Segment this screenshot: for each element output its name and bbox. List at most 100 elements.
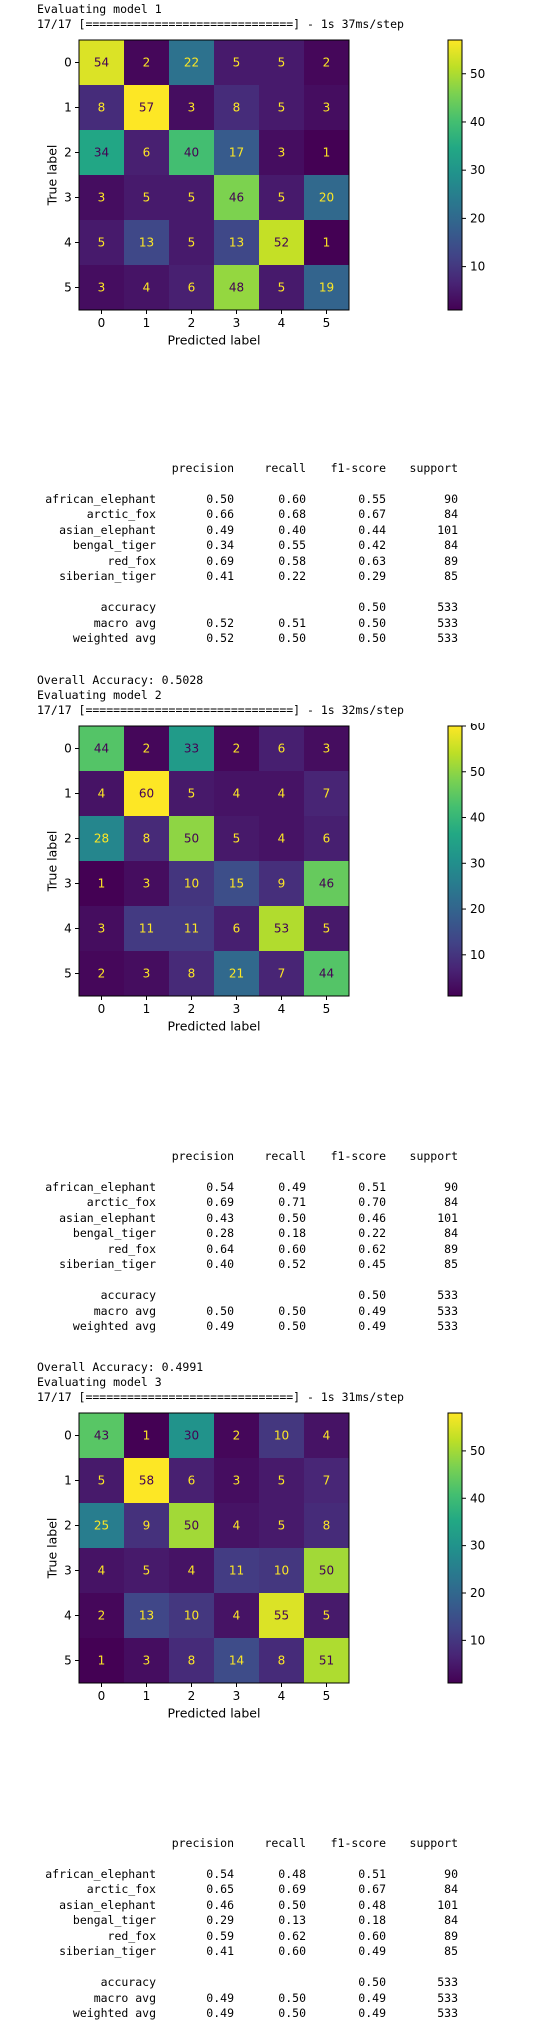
recall-value: 0.60 <box>278 491 306 506</box>
y-tick-label: 1 <box>64 787 72 801</box>
matrix-cell <box>169 861 214 906</box>
cell-value: 40 <box>184 146 199 160</box>
precision-value: 0.28 <box>206 1226 234 1241</box>
precision-value: 0.41 <box>206 1944 234 1959</box>
f1-value: 0.42 <box>358 538 386 553</box>
cell-value: 50 <box>184 832 199 846</box>
matrix-cell <box>304 951 349 996</box>
macro-avg-row: macro avg 0.52 0.51 0.50 533 <box>0 615 458 631</box>
overall-accuracy-model-2: Overall Accuracy: 0.4991 <box>37 1360 204 1374</box>
cell-value: 11 <box>229 1564 244 1578</box>
colorbar-tick-label: 40 <box>470 115 485 129</box>
cell-value: 4 <box>278 832 286 846</box>
recall-value: 0.48 <box>278 1866 306 1881</box>
f1-value: 0.60 <box>358 1928 386 1943</box>
recall-value: 0.69 <box>278 1882 306 1897</box>
class-label: siberian_tiger <box>59 1257 156 1272</box>
matrix-cell <box>79 726 124 771</box>
progress-line-model-2: 17/17 [==============================] -… <box>37 703 404 717</box>
matrix-cell <box>304 1503 349 1548</box>
colorbar <box>447 39 463 311</box>
matrix-cell <box>259 1413 304 1458</box>
matrix-cell <box>124 265 169 310</box>
cell-value: 34 <box>94 146 109 160</box>
y-tick-label: 3 <box>64 877 72 891</box>
cell-value: 46 <box>319 877 334 891</box>
y-tick-label: 5 <box>64 1654 72 1668</box>
matrix-cell <box>304 1413 349 1458</box>
cell-value: 3 <box>233 1474 241 1488</box>
matrix-cell <box>259 861 304 906</box>
matrix-cell <box>304 861 349 906</box>
precision-value: 0.46 <box>206 1897 234 1912</box>
precision-value: 0.69 <box>206 1195 234 1210</box>
matrix-cell <box>169 1413 214 1458</box>
report-row: arctic_fox 0.69 0.71 0.70 84 <box>0 1195 458 1211</box>
report-row: bengal_tiger 0.28 0.18 0.22 84 <box>0 1226 458 1242</box>
weighted-avg-row: weighted avg 0.49 0.50 0.49 533 <box>0 1319 458 1335</box>
cell-value: 48 <box>229 281 244 295</box>
cell-value: 5 <box>143 191 151 205</box>
y-axis-label: True label <box>45 1518 60 1580</box>
report-row: siberian_tiger 0.41 0.22 0.29 85 <box>0 569 458 585</box>
x-tick-label: 0 <box>98 1689 106 1703</box>
class-label: african_elephant <box>45 1866 156 1881</box>
class-label: red_fox <box>107 1928 156 1943</box>
cell-value: 4 <box>278 787 286 801</box>
matrix-cell <box>259 1503 304 1548</box>
weighted-avg-row: weighted avg 0.49 0.50 0.49 533 <box>0 2006 458 2022</box>
colorbar-tick-label: 20 <box>470 902 485 916</box>
recall-value: 0.22 <box>278 569 306 584</box>
cell-value: 5 <box>98 1474 106 1488</box>
matrix-cell <box>214 1548 259 1593</box>
f1-value: 0.49 <box>358 1944 386 1959</box>
cell-value: 52 <box>274 236 289 250</box>
recall-value: 0.62 <box>278 1928 306 1943</box>
cell-value: 2 <box>98 1609 106 1623</box>
class-label: siberian_tiger <box>59 569 156 584</box>
progress-line-model-3: 17/17 [==============================] -… <box>37 1390 404 1404</box>
confusion-matrix-model-3: 43 1 30 2 10 45 58 6 3 5 725 9 50 4 5 84 5 4 11 10 502 13 10 4 5… <box>45 1412 485 1721</box>
cell-value: 4 <box>233 1519 241 1533</box>
weighted-support: 533 <box>437 2006 458 2021</box>
weighted-precision: 0.49 <box>206 2006 234 2021</box>
recall-value: 0.18 <box>278 1226 306 1241</box>
f1-value: 0.63 <box>358 553 386 568</box>
matrix-cell <box>259 220 304 265</box>
x-tick-label: 5 <box>323 1002 331 1016</box>
class-label: african_elephant <box>45 1179 156 1194</box>
matrix-cell <box>214 40 259 85</box>
weighted-avg-row: weighted avg 0.52 0.50 0.50 533 <box>0 631 458 647</box>
cell-value: 11 <box>139 922 154 936</box>
cell-value: 4 <box>233 1609 241 1623</box>
cell-value: 5 <box>278 281 286 295</box>
y-axis-label: True label <box>45 831 60 893</box>
cell-value: 8 <box>233 101 241 115</box>
cell-value: 60 <box>139 787 154 801</box>
report-header-recall: recall <box>264 460 306 475</box>
classification-report-model-3: precision recall f1-score support african_e… <box>0 1835 537 2035</box>
cell-value: 1 <box>98 877 106 891</box>
support-value: 89 <box>444 553 458 568</box>
cell-value: 9 <box>278 877 286 891</box>
matrix-cell <box>124 816 169 861</box>
cell-value: 28 <box>94 832 109 846</box>
matrix-frame <box>78 725 350 997</box>
cell-value: 2 <box>143 56 151 70</box>
cell-value: 4 <box>143 281 151 295</box>
cell-value: 21 <box>229 967 244 981</box>
report-row: arctic_fox 0.65 0.69 0.67 84 <box>0 1882 458 1898</box>
cell-value: 1 <box>143 1429 151 1443</box>
matrix-cell <box>124 1548 169 1593</box>
matrix-cell <box>79 816 124 861</box>
classification-report-model-1: precision recall f1-score support african_e… <box>0 460 537 660</box>
weighted-f1: 0.49 <box>358 1319 386 1334</box>
matrix-cell <box>169 1593 214 1638</box>
recall-value: 0.49 <box>278 1179 306 1194</box>
class-label: asian_elephant <box>59 522 156 537</box>
matrix-cell <box>259 130 304 175</box>
accuracy-precision <box>156 1288 234 1304</box>
cell-value: 8 <box>188 1654 196 1668</box>
cell-value: 3 <box>143 877 151 891</box>
x-axis-label: Predicted label <box>168 1019 261 1034</box>
